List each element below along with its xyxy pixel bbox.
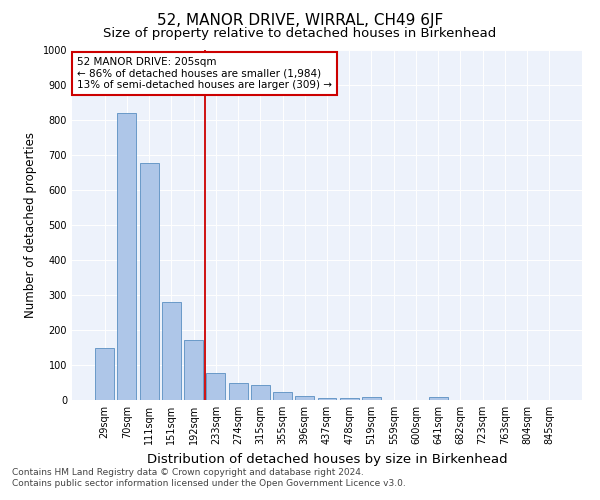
Y-axis label: Number of detached properties: Number of detached properties bbox=[24, 132, 37, 318]
Text: 52, MANOR DRIVE, WIRRAL, CH49 6JF: 52, MANOR DRIVE, WIRRAL, CH49 6JF bbox=[157, 12, 443, 28]
Bar bbox=[140, 162, 158, 400]
X-axis label: Distribution of detached houses by size in Birkenhead: Distribution of detached houses by size … bbox=[146, 452, 508, 466]
Bar bbox=[362, 397, 381, 400]
Bar bbox=[184, 340, 203, 400]
Bar bbox=[317, 398, 337, 400]
Bar bbox=[295, 396, 314, 400]
Bar bbox=[340, 398, 359, 400]
Bar bbox=[229, 382, 248, 400]
Bar bbox=[162, 302, 181, 400]
Bar bbox=[429, 397, 448, 400]
Bar bbox=[273, 392, 292, 400]
Bar bbox=[251, 386, 270, 400]
Bar bbox=[206, 372, 225, 400]
Text: Size of property relative to detached houses in Birkenhead: Size of property relative to detached ho… bbox=[103, 28, 497, 40]
Text: 52 MANOR DRIVE: 205sqm
← 86% of detached houses are smaller (1,984)
13% of semi-: 52 MANOR DRIVE: 205sqm ← 86% of detached… bbox=[77, 57, 332, 90]
Bar bbox=[95, 348, 114, 400]
Text: Contains HM Land Registry data © Crown copyright and database right 2024.
Contai: Contains HM Land Registry data © Crown c… bbox=[12, 468, 406, 487]
Bar bbox=[118, 113, 136, 400]
